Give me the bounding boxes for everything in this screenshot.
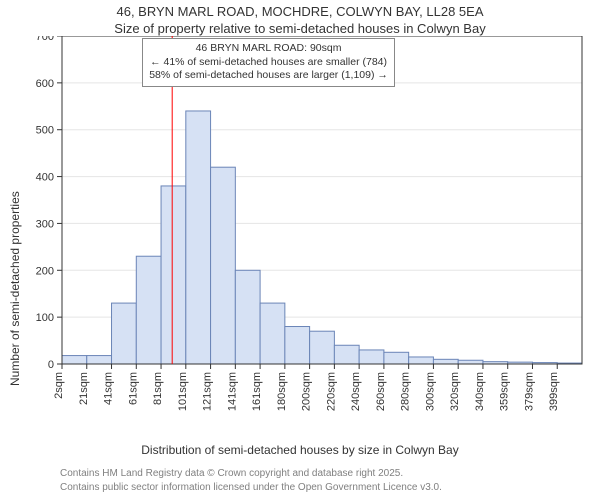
x-tick-label: 61sqm (127, 372, 139, 405)
annotation-line-3: 58% of semi-detached houses are larger (… (149, 69, 388, 83)
footnote-line-2: Contains public sector information licen… (60, 481, 600, 495)
x-tick-label: 121sqm (202, 372, 214, 411)
x-tick-label: 320sqm (449, 372, 461, 411)
x-tick-label: 21sqm (78, 372, 90, 405)
histogram-bar (211, 167, 236, 364)
histogram-svg: 0 100 200 300 400 500 600 700 2sqm 21sqm 41sqm 61sq… (0, 36, 600, 434)
x-tick-label: 101sqm (177, 372, 189, 411)
x-tick-label: 359sqm (499, 372, 511, 411)
histogram-bar (458, 360, 483, 364)
histogram-bar (260, 303, 285, 364)
histogram-bar (359, 350, 384, 364)
histogram-bar (285, 327, 310, 364)
histogram-bar (409, 357, 434, 364)
footnote: Contains HM Land Registry data © Crown c… (60, 467, 600, 494)
y-axis-label: Number of semi-detached properties (8, 191, 22, 386)
x-tick-label: 379sqm (523, 372, 535, 411)
histogram-bar (384, 352, 409, 364)
histogram-bar (62, 356, 87, 364)
svg-text:700: 700 (36, 36, 54, 43)
x-tick-label: 280sqm (400, 372, 412, 411)
annotation-line-2: ← 41% of semi-detached houses are smalle… (149, 56, 388, 70)
svg-text:600: 600 (36, 78, 54, 90)
svg-text:100: 100 (36, 312, 54, 324)
footnote-line-1: Contains HM Land Registry data © Crown c… (60, 467, 600, 481)
svg-text:400: 400 (36, 172, 54, 184)
svg-text:200: 200 (36, 265, 54, 277)
svg-text:300: 300 (36, 218, 54, 230)
chart-area: Number of semi-detached properties 0 100 2… (0, 36, 600, 439)
title-line-2: Size of property relative to semi-detach… (0, 21, 600, 36)
svg-text:0: 0 (48, 359, 54, 371)
x-tick-label: 41sqm (103, 372, 115, 405)
x-tick-label: 399sqm (548, 372, 560, 411)
histogram-bar (136, 256, 161, 364)
x-tick-label: 180sqm (276, 372, 288, 411)
x-tick-label: 240sqm (350, 372, 362, 411)
x-tick-label: 340sqm (474, 372, 486, 411)
x-tick-label: 141sqm (226, 372, 238, 411)
histogram-bar (161, 186, 186, 364)
histogram-bar (334, 345, 359, 364)
x-tick-label: 220sqm (325, 372, 337, 411)
x-axis-label: Distribution of semi-detached houses by … (0, 443, 600, 457)
histogram-bar (235, 270, 260, 364)
annotation-line-1: 46 BRYN MARL ROAD: 90sqm (149, 42, 388, 56)
x-tick-label: 200sqm (301, 372, 313, 411)
x-tick-label: 260sqm (375, 372, 387, 411)
histogram-bar (87, 356, 112, 364)
x-tick-label: 81sqm (152, 372, 164, 405)
title-line-1: 46, BRYN MARL ROAD, MOCHDRE, COLWYN BAY,… (0, 4, 600, 19)
x-tick-label: 2sqm (53, 372, 65, 399)
histogram-bar (310, 331, 335, 364)
histogram-bar (186, 111, 211, 364)
x-tick-label: 300sqm (424, 372, 436, 411)
chart-titles: 46, BRYN MARL ROAD, MOCHDRE, COLWYN BAY,… (0, 4, 600, 36)
svg-text:500: 500 (36, 125, 54, 137)
histogram-bar (112, 303, 137, 364)
histogram-bar (433, 359, 458, 364)
x-tick-label: 161sqm (251, 372, 263, 411)
marker-annotation: 46 BRYN MARL ROAD: 90sqm ← 41% of semi-d… (142, 38, 395, 87)
